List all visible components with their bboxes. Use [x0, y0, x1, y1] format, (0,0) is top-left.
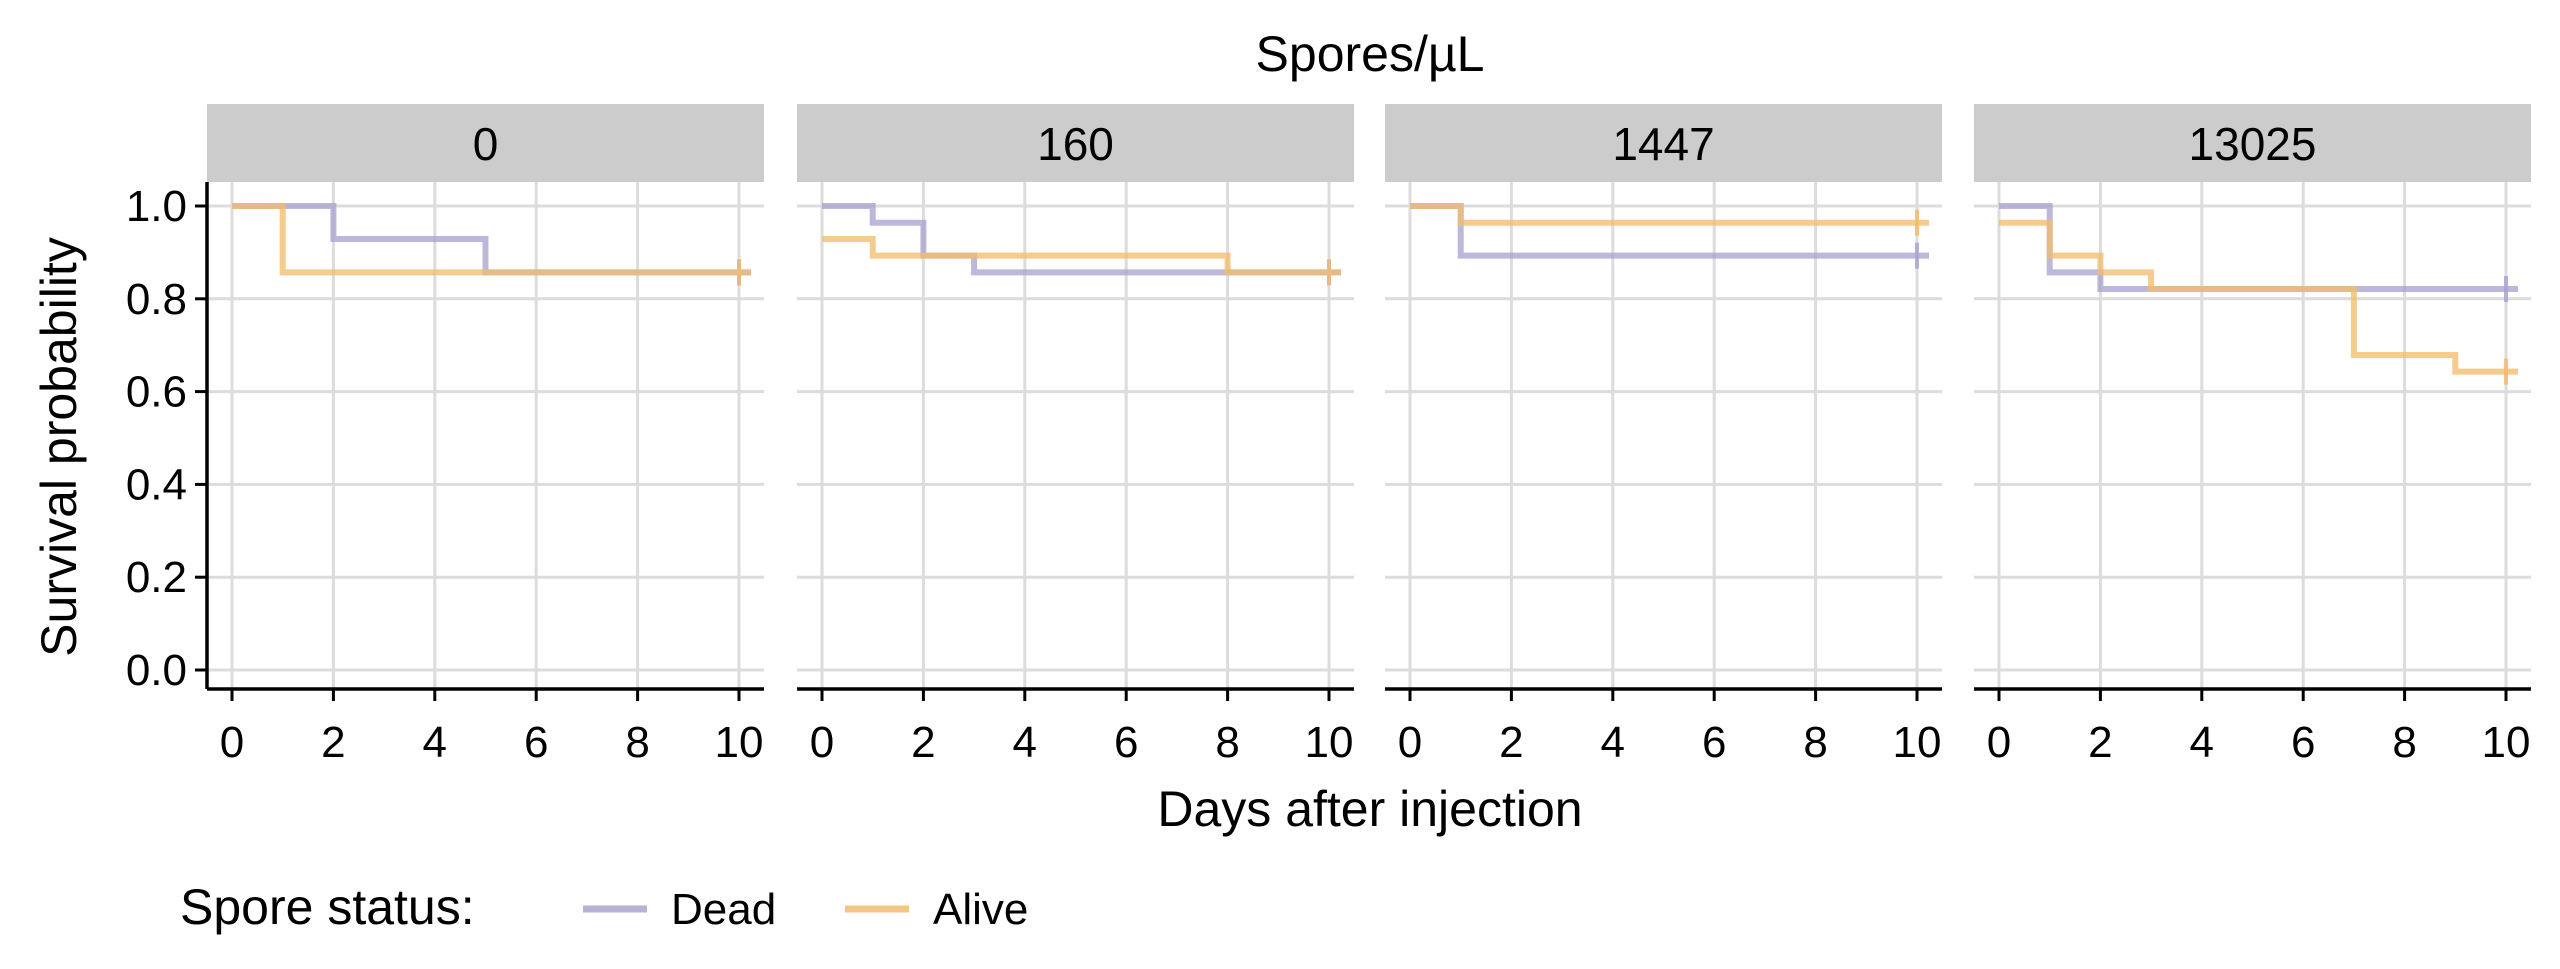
- facet-strip-label: 0: [473, 118, 499, 170]
- x-tick-label: 2: [321, 718, 345, 767]
- survival-curve-alive: [1410, 203, 1929, 226]
- x-tick-label: 6: [1114, 718, 1138, 767]
- x-tick-label: 4: [423, 718, 447, 767]
- legend-label-alive: Alive: [933, 885, 1028, 934]
- x-tick-label: 4: [2190, 718, 2214, 767]
- facet-strip: [1974, 104, 2531, 182]
- survival-curve-dead: [1999, 203, 2518, 293]
- x-tick-label: 0: [1987, 718, 2011, 767]
- legend: Spore status: Dead Alive: [180, 879, 1028, 935]
- y-tick-label: 1.0: [126, 182, 187, 231]
- x-tick-label: 8: [2392, 718, 2416, 767]
- y-tick-label: 0.4: [126, 460, 187, 509]
- y-tick-label: 0.6: [126, 368, 187, 417]
- legend-entries: Dead Alive: [583, 885, 1028, 934]
- x-tick-label: 6: [2291, 718, 2315, 767]
- facet-panel-1447: 1447 0 2 4 6 8 10: [1385, 104, 1942, 767]
- y-axis-label: Survival probability: [31, 237, 87, 657]
- x-tick-label: 10: [2482, 718, 2531, 767]
- x-tick-label: 0: [1398, 718, 1422, 767]
- survival-curve-alive: [822, 235, 1341, 276]
- x-tick-label: 0: [810, 718, 834, 767]
- x-tick-label: 10: [1305, 718, 1354, 767]
- x-tick-label: 8: [625, 718, 649, 767]
- x-axis-label: Days after injection: [1157, 781, 1582, 837]
- x-tick-label: 2: [2088, 718, 2112, 767]
- x-tick-label: 10: [715, 718, 764, 767]
- y-tick-label: 0.0: [126, 646, 187, 695]
- survival-curve-dead: [1410, 203, 1929, 259]
- survival-curve-alive: [232, 203, 751, 276]
- facet-strip: [797, 104, 1354, 182]
- facet-strip: [1385, 104, 1942, 182]
- x-tick-label: 4: [1601, 718, 1625, 767]
- survival-curve-dead: [822, 203, 1341, 276]
- legend-label-dead: Dead: [671, 885, 776, 934]
- facet-panel-13025: 13025 0 2 4 6 8 10: [1974, 104, 2531, 767]
- x-tick-label: 6: [524, 718, 548, 767]
- survival-curve-alive: [1999, 219, 2518, 375]
- facet-panel-160: 160 0 2 4 6 8 10: [797, 104, 1354, 767]
- legend-item-dead: Dead: [583, 885, 776, 934]
- facet-strip-label: 1447: [1612, 118, 1714, 170]
- facet-strip-label: 160: [1037, 118, 1114, 170]
- facet-panel-0: 0 0 2 4 6 8 10 0.0 0.2 0.4 0.6 0.8 1.0: [126, 104, 764, 767]
- x-tick-label: 6: [1702, 718, 1726, 767]
- legend-item-alive: Alive: [845, 885, 1028, 934]
- chart-title: Spores/µL: [1256, 26, 1485, 82]
- x-tick-label: 2: [911, 718, 935, 767]
- x-tick-label: 2: [1499, 718, 1523, 767]
- x-tick-label: 8: [1215, 718, 1239, 767]
- x-tick-label: 4: [1013, 718, 1037, 767]
- y-tick-label: 0.2: [126, 553, 187, 602]
- x-tick-label: 0: [220, 718, 244, 767]
- survival-curve-dead: [232, 203, 751, 276]
- facet-strip: [207, 104, 764, 182]
- x-tick-label: 8: [1803, 718, 1827, 767]
- x-tick-label: 10: [1893, 718, 1942, 767]
- legend-title: Spore status:: [180, 879, 475, 935]
- facet-strip-label: 13025: [2189, 118, 2317, 170]
- y-tick-label: 0.8: [126, 275, 187, 324]
